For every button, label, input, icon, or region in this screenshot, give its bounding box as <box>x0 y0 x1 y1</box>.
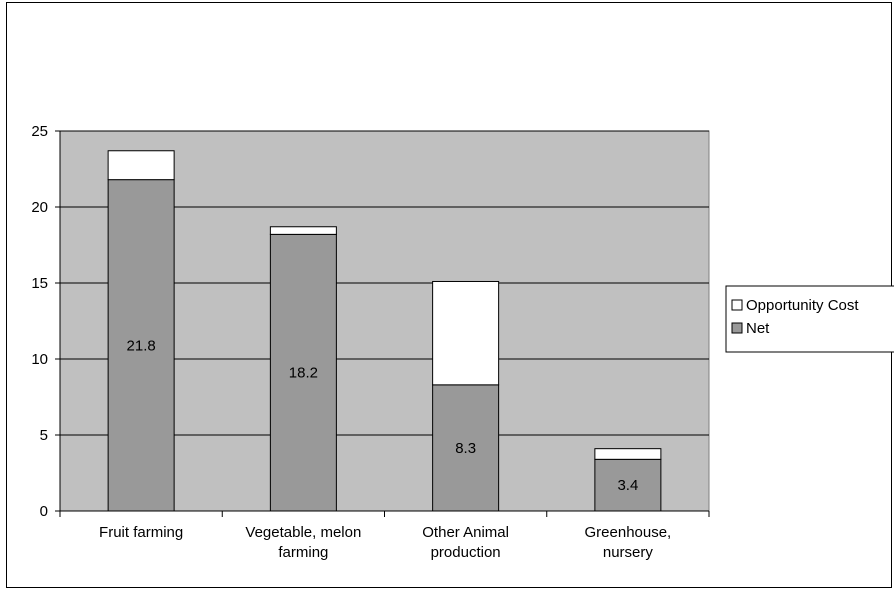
x-tick-label: production <box>431 544 501 561</box>
legend-box <box>725 285 894 353</box>
y-tick-label: 20 <box>31 199 48 216</box>
bar-net <box>594 458 662 512</box>
data-label: 8.3 <box>455 440 476 457</box>
x-tick-label: nursery <box>603 544 654 561</box>
legend-swatch <box>731 322 743 334</box>
data-label: 18.2 <box>289 365 318 382</box>
legend-swatch <box>731 299 743 311</box>
x-tick-label: Other Animal <box>422 524 509 541</box>
y-tick-label: 0 <box>40 503 48 520</box>
data-label: 3.4 <box>617 477 638 494</box>
legend-label: Net <box>746 320 770 337</box>
x-tick-label: Vegetable, melon <box>245 524 361 541</box>
x-tick-label: Greenhouse, <box>585 524 672 541</box>
x-tick-label: farming <box>278 544 328 561</box>
y-tick-label: 15 <box>31 275 48 292</box>
bar-opportunity-cost <box>594 448 662 460</box>
y-tick-label: 25 <box>31 123 48 140</box>
y-tick-label: 5 <box>40 427 48 444</box>
bar-opportunity-cost <box>269 226 337 235</box>
x-tick-label: Fruit farming <box>99 524 183 541</box>
legend-label: Opportunity Cost <box>746 297 859 314</box>
data-label: 21.8 <box>127 337 156 354</box>
y-tick-label: 10 <box>31 351 48 368</box>
bar-net <box>269 233 337 512</box>
bar-opportunity-cost <box>432 280 500 386</box>
bar-opportunity-cost <box>107 150 175 181</box>
bar-net <box>432 384 500 512</box>
